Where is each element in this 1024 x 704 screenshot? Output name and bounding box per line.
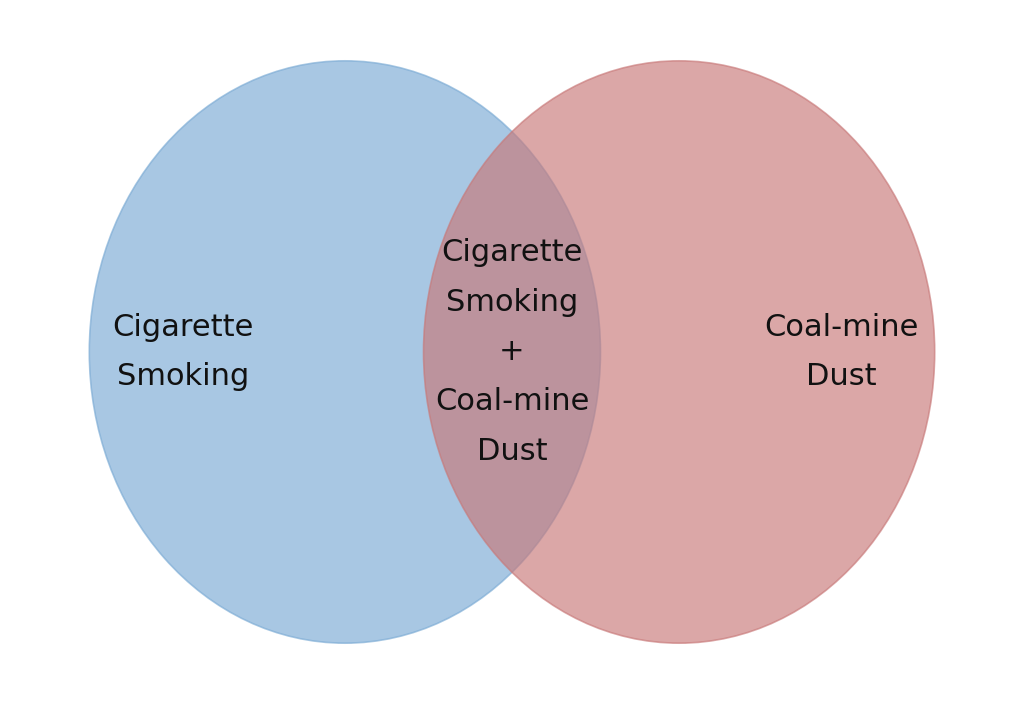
Text: Cigarette
Smoking: Cigarette Smoking — [112, 313, 253, 391]
Ellipse shape — [424, 61, 935, 643]
Text: Coal-mine
Dust: Coal-mine Dust — [764, 313, 919, 391]
Text: Cigarette
Smoking
+
Coal-mine
Dust: Cigarette Smoking + Coal-mine Dust — [435, 238, 589, 466]
Ellipse shape — [89, 61, 600, 643]
